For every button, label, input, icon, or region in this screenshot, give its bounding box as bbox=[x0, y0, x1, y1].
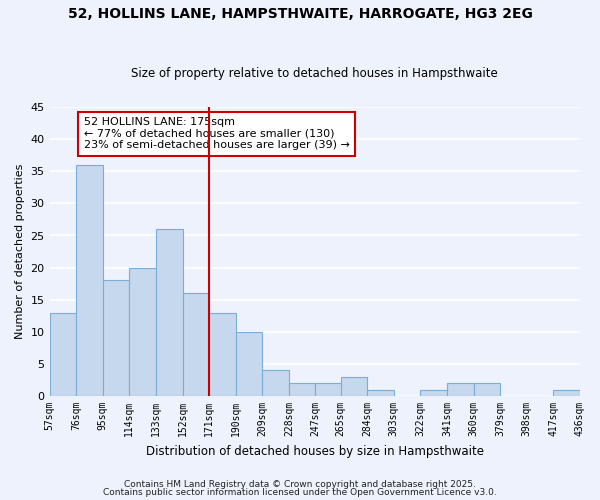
Bar bbox=[103, 280, 130, 396]
Bar bbox=[553, 390, 580, 396]
Bar bbox=[156, 229, 182, 396]
Bar bbox=[76, 165, 103, 396]
Text: 52 HOLLINS LANE: 175sqm
← 77% of detached houses are smaller (130)
23% of semi-d: 52 HOLLINS LANE: 175sqm ← 77% of detache… bbox=[83, 117, 350, 150]
Bar bbox=[262, 370, 289, 396]
Bar bbox=[341, 377, 367, 396]
Y-axis label: Number of detached properties: Number of detached properties bbox=[15, 164, 25, 339]
Text: Contains HM Land Registry data © Crown copyright and database right 2025.: Contains HM Land Registry data © Crown c… bbox=[124, 480, 476, 489]
Text: Contains public sector information licensed under the Open Government Licence v3: Contains public sector information licen… bbox=[103, 488, 497, 497]
Title: Size of property relative to detached houses in Hampsthwaite: Size of property relative to detached ho… bbox=[131, 66, 498, 80]
Bar bbox=[289, 383, 316, 396]
Bar bbox=[473, 383, 500, 396]
Bar bbox=[182, 294, 209, 396]
Bar bbox=[209, 312, 236, 396]
Bar bbox=[130, 268, 156, 396]
X-axis label: Distribution of detached houses by size in Hampsthwaite: Distribution of detached houses by size … bbox=[146, 444, 484, 458]
Bar bbox=[367, 390, 394, 396]
Bar bbox=[421, 390, 447, 396]
Bar bbox=[447, 383, 473, 396]
Bar bbox=[236, 332, 262, 396]
Bar bbox=[316, 383, 342, 396]
Bar bbox=[50, 312, 76, 396]
Text: 52, HOLLINS LANE, HAMPSTHWAITE, HARROGATE, HG3 2EG: 52, HOLLINS LANE, HAMPSTHWAITE, HARROGAT… bbox=[68, 8, 532, 22]
